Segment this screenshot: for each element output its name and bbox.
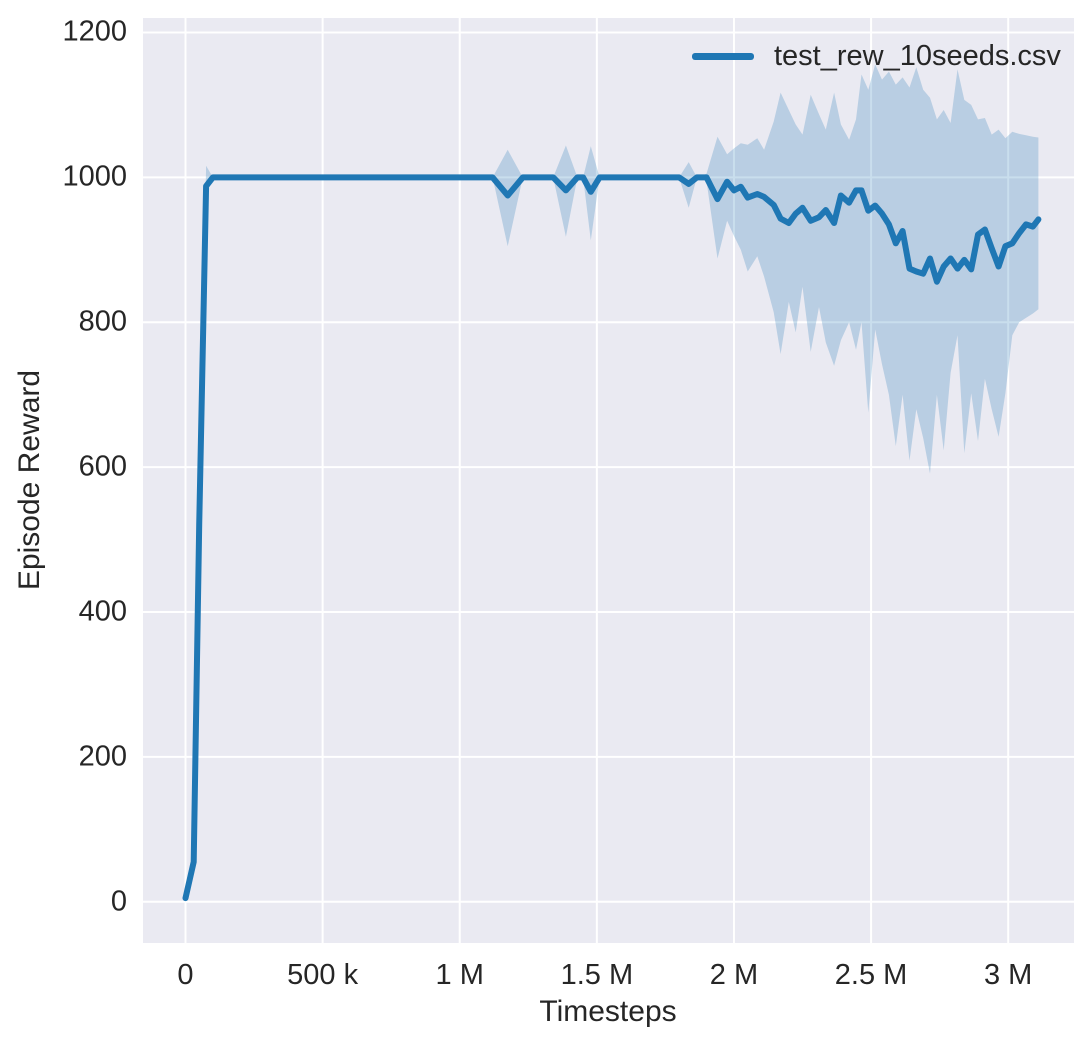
x-tick-label: 3 M	[984, 959, 1033, 991]
data-line	[182, 174, 1042, 902]
x-tick-label: 1.5 M	[560, 959, 634, 991]
legend-label: test_rew_10seeds.csv	[774, 40, 1061, 72]
y-tick-label: 800	[78, 305, 127, 338]
x-tick-label: 0	[177, 959, 194, 991]
y-tick-label: 1000	[62, 160, 127, 193]
legend-line-swatch	[692, 53, 754, 60]
x-tick-label: 1 M	[435, 959, 484, 991]
y-tick-label: 1200	[62, 15, 127, 48]
legend: test_rew_10seeds.csv	[692, 40, 1061, 73]
confidence-band	[185, 64, 1039, 899]
x-tick-label: 2 M	[709, 959, 759, 991]
x-tick-label: 2.5 M	[834, 959, 908, 991]
x-axis-label: Timesteps	[539, 995, 677, 1028]
y-tick-label: 400	[78, 595, 127, 628]
y-tick-label: 200	[78, 740, 127, 773]
x-tick-label: 500 k	[287, 959, 359, 991]
plot-background	[143, 18, 1074, 943]
y-tick-label: 600	[78, 450, 127, 483]
y-tick-label: 0	[110, 885, 127, 918]
